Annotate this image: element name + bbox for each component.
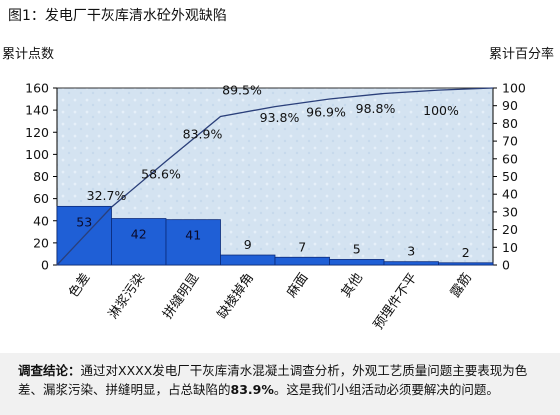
conclusion-text-end: 。这是我们小组活动必须要解决的问题。 [273,382,499,397]
bar-value-label: 3 [407,244,415,259]
cumulative-label: 58.6% [141,166,181,181]
y-tick-label: 160 [25,81,49,96]
y-tick-label: 0 [41,258,49,273]
x-tick-label: 缺棱掉角 [214,270,257,322]
y2-tick-label: 60 [502,151,518,166]
y2-tick-label: 20 [502,222,518,237]
y-tick-label: 40 [33,213,49,228]
y2-tick-label: 10 [502,240,518,255]
y2-tick-label: 90 [502,98,518,113]
y2-tick-label: 0 [502,258,510,273]
x-tick-label: 其他 [339,271,366,301]
bar-value-label: 53 [76,214,92,229]
bar [383,261,439,266]
y2-tick-label: 80 [502,116,518,131]
bar-value-label: 41 [185,228,201,243]
cumulative-label: 96.9% [306,104,346,119]
bar-value-label: 42 [131,227,147,242]
y2-tick-label: 70 [502,134,518,149]
bar [329,259,385,266]
x-tick-label: 露筋 [447,270,475,300]
x-axis-labels: 色差 淋浆污染 拼缝明显 缺棱掉角 麻面 其他 预埋件不平 露筋 [65,270,475,332]
x-tick-label: 淋浆污染 [106,271,148,322]
bar [111,218,167,266]
y-axis: 0 20 40 60 80 100 120 140 160 [25,81,58,273]
bar-value-label: 5 [353,241,361,256]
y2-tick-label: 50 [502,169,518,184]
y-tick-label: 100 [25,147,49,162]
y-tick-label: 20 [33,235,49,250]
y2-axis-title: 累计百分率 [488,47,554,62]
cumulative-labels: 32.7% 58.6% 83.9% 89.5% 93.8% 96.9% 98.8% 100% [87,83,459,204]
y2-tick-label: 30 [502,204,518,219]
x-tick-label: 麻面 [284,271,311,301]
conclusion-lead: 调查结论： [18,363,81,378]
y2-tick-label: 100 [502,81,526,96]
y-axis-title: 累计点数 [2,47,55,62]
cumulative-line [56,87,494,266]
y-tick-label: 80 [33,169,49,184]
cumulative-label: 83.9% [183,126,223,141]
cumulative-label: 93.8% [260,110,300,125]
cumulative-label: 100% [423,103,459,118]
bar-value-label: 2 [462,245,470,260]
conclusion-text: 通过对XXXX发电厂干灰库清水混凝土调查分析，外观工艺质量问题主要表现为色差、漏… [18,363,528,397]
y-tick-label: 60 [33,191,49,206]
bar [438,262,494,266]
y-tick-label: 120 [25,125,49,140]
y2-axis: 0 10 20 30 40 50 60 70 80 90 100 [492,81,526,273]
figure-title: 图1：发电厂干灰库清水砼外观缺陷 [8,8,227,24]
cumulative-label: 98.8% [356,101,396,116]
bar-value-label: 9 [244,237,252,252]
cumulative-label: 89.5% [222,83,262,98]
x-tick-label: 色差 [65,270,93,300]
cumulative-label: 32.7% [87,188,127,203]
bar [274,256,330,266]
conclusion-box: 调查结论：通过对XXXX发电厂干灰库清水混凝土调查分析，外观工艺质量问题主要表现… [0,353,560,415]
conclusion-highlight: 83.9% [230,382,274,397]
bar-value-label: 7 [298,239,306,254]
bar [165,219,221,266]
y2-tick-label: 40 [502,187,518,202]
bar [220,254,276,266]
x-tick-label: 拼缝明显 [160,271,202,322]
x-tick-label: 预埋件不平 [371,271,421,333]
y-tick-label: 140 [25,103,49,118]
pareto-chart: 0 20 40 60 80 100 120 140 160 0 10 20 30 40 50 60 70 80 9… [25,81,526,333]
